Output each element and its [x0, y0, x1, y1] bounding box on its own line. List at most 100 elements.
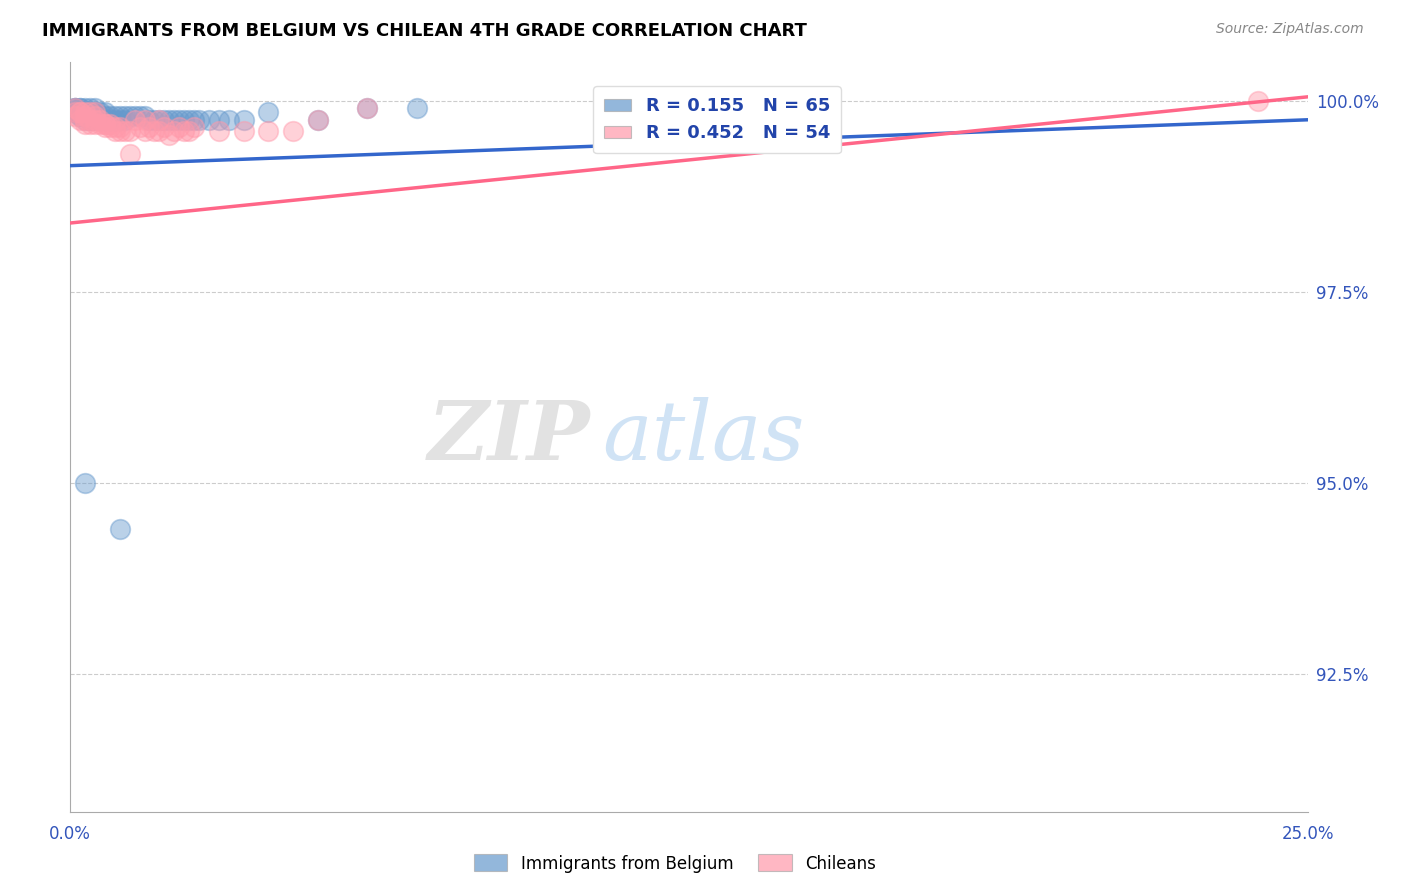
- Point: [104, 124, 127, 138]
- Point: [75, 117, 97, 131]
- Point: [75, 109, 97, 123]
- Point: [173, 112, 195, 127]
- Point: [108, 124, 131, 138]
- Point: [143, 124, 166, 138]
- Point: [79, 112, 101, 127]
- Legend: R = 0.155   N = 65, R = 0.452   N = 54: R = 0.155 N = 65, R = 0.452 N = 54: [593, 87, 841, 153]
- Point: [69, 109, 91, 123]
- Point: [69, 101, 91, 115]
- Point: [108, 522, 131, 536]
- Point: [134, 112, 156, 127]
- Point: [65, 101, 87, 115]
- Point: [603, 101, 626, 115]
- Point: [124, 109, 146, 123]
- Point: [232, 112, 254, 127]
- Point: [124, 112, 146, 127]
- Point: [89, 112, 111, 127]
- Point: [281, 124, 304, 138]
- Point: [94, 109, 117, 123]
- Point: [84, 101, 107, 115]
- Point: [163, 124, 186, 138]
- Point: [65, 101, 87, 115]
- Point: [65, 101, 87, 115]
- Point: [114, 124, 136, 138]
- Point: [69, 112, 91, 127]
- Point: [79, 112, 101, 127]
- Legend: Immigrants from Belgium, Chileans: Immigrants from Belgium, Chileans: [467, 847, 883, 880]
- Point: [128, 120, 150, 135]
- Point: [143, 112, 166, 127]
- Point: [79, 105, 101, 120]
- Point: [69, 105, 91, 120]
- Point: [98, 117, 121, 131]
- Point: [208, 124, 231, 138]
- Point: [75, 109, 97, 123]
- Point: [84, 117, 107, 131]
- Point: [134, 109, 156, 123]
- Point: [183, 120, 205, 135]
- Point: [1247, 94, 1270, 108]
- Point: [89, 117, 111, 131]
- Point: [98, 112, 121, 127]
- Point: [167, 112, 190, 127]
- Point: [98, 109, 121, 123]
- Point: [157, 128, 180, 142]
- Point: [163, 112, 186, 127]
- Text: IMMIGRANTS FROM BELGIUM VS CHILEAN 4TH GRADE CORRELATION CHART: IMMIGRANTS FROM BELGIUM VS CHILEAN 4TH G…: [42, 22, 807, 40]
- Point: [108, 120, 131, 135]
- Point: [84, 112, 107, 127]
- Point: [104, 112, 127, 127]
- Point: [69, 105, 91, 120]
- Text: Source: ZipAtlas.com: Source: ZipAtlas.com: [1216, 22, 1364, 37]
- Point: [69, 105, 91, 120]
- Point: [75, 112, 97, 127]
- Point: [89, 109, 111, 123]
- Point: [108, 112, 131, 127]
- Point: [89, 105, 111, 120]
- Point: [188, 112, 211, 127]
- Point: [307, 112, 329, 127]
- Point: [69, 101, 91, 115]
- Point: [405, 101, 427, 115]
- Point: [148, 124, 170, 138]
- Point: [65, 109, 87, 123]
- Point: [153, 120, 176, 135]
- Point: [218, 112, 240, 127]
- Point: [79, 109, 101, 123]
- Point: [114, 109, 136, 123]
- Point: [75, 105, 97, 120]
- Point: [208, 112, 231, 127]
- Point: [69, 109, 91, 123]
- Point: [79, 105, 101, 120]
- Point: [98, 120, 121, 135]
- Point: [167, 120, 190, 135]
- Point: [108, 109, 131, 123]
- Point: [356, 101, 378, 115]
- Point: [94, 112, 117, 127]
- Point: [157, 112, 180, 127]
- Point: [198, 112, 221, 127]
- Text: ZIP: ZIP: [427, 397, 591, 477]
- Point: [79, 101, 101, 115]
- Point: [84, 105, 107, 120]
- Point: [75, 112, 97, 127]
- Point: [148, 112, 170, 127]
- Point: [65, 105, 87, 120]
- Point: [69, 105, 91, 120]
- Point: [118, 109, 141, 123]
- Point: [173, 124, 195, 138]
- Point: [79, 112, 101, 127]
- Point: [75, 101, 97, 115]
- Point: [183, 112, 205, 127]
- Point: [257, 105, 280, 120]
- Point: [84, 109, 107, 123]
- Point: [84, 109, 107, 123]
- Point: [94, 117, 117, 131]
- Point: [138, 120, 160, 135]
- Point: [75, 109, 97, 123]
- Point: [65, 101, 87, 115]
- Point: [177, 124, 200, 138]
- Point: [307, 112, 329, 127]
- Point: [94, 105, 117, 120]
- Point: [232, 124, 254, 138]
